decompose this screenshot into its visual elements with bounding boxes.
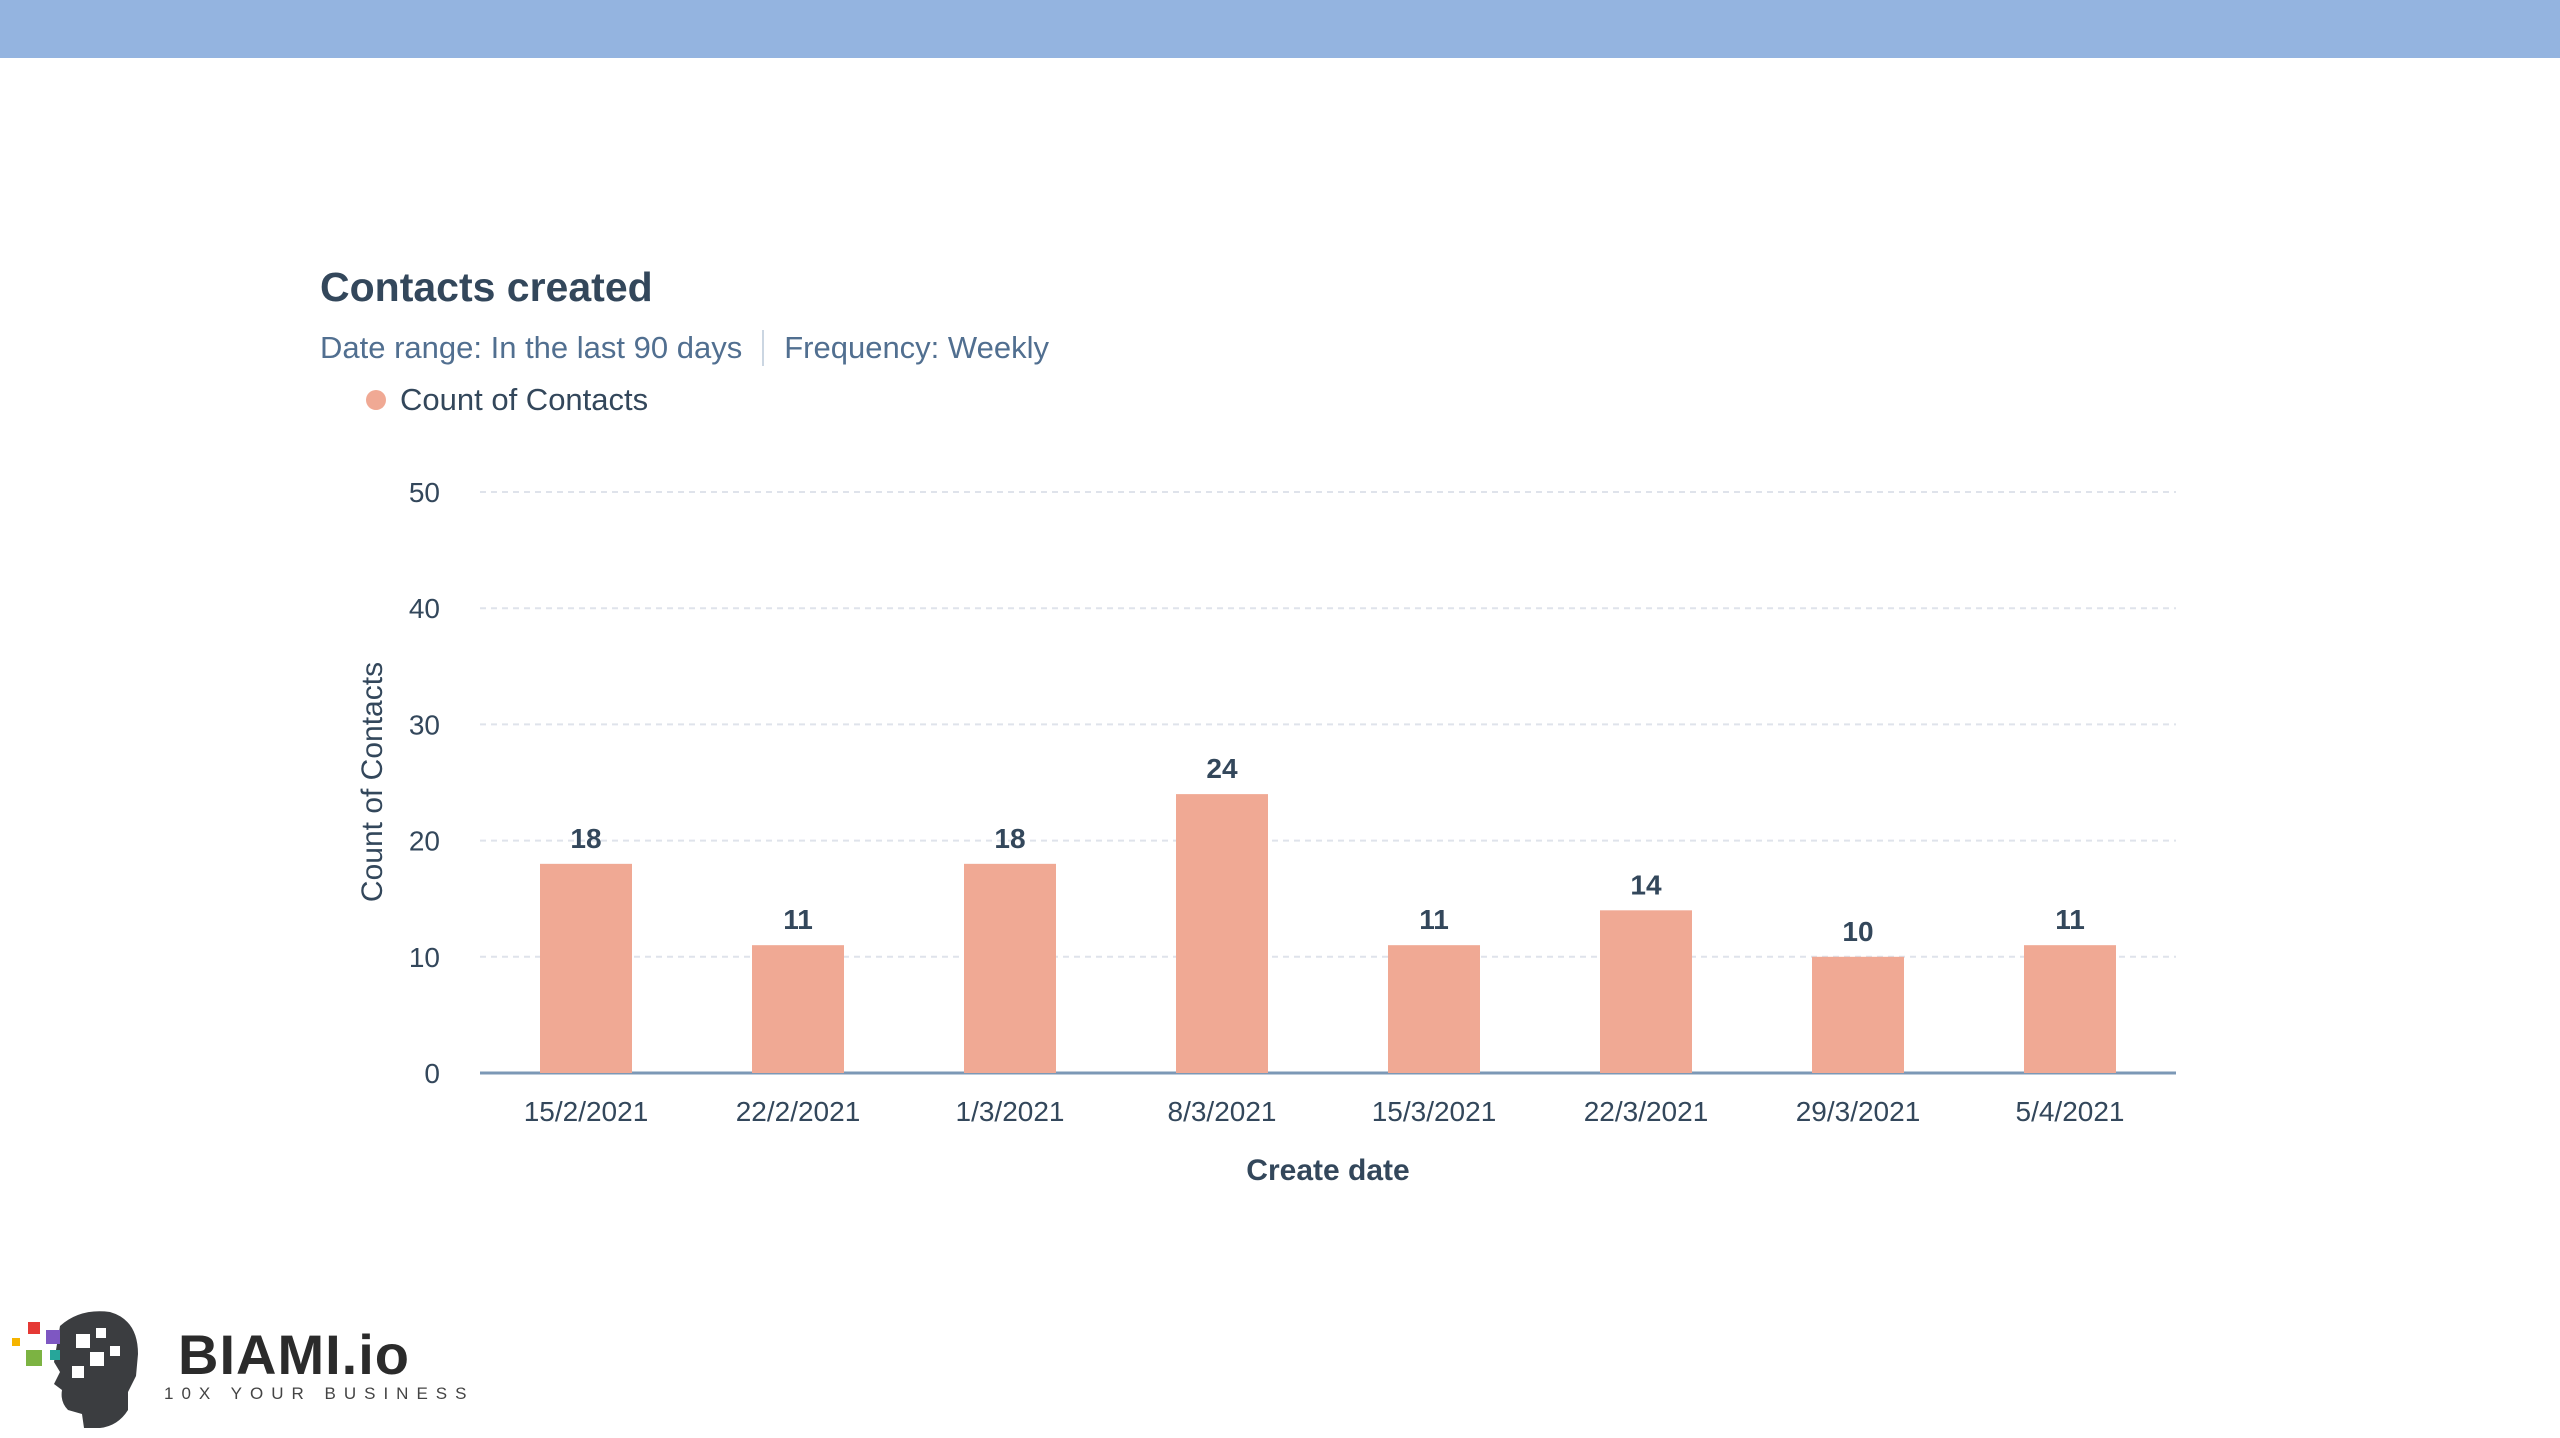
bar — [1812, 956, 1904, 1073]
x-tick-label: 22/2/2021 — [736, 1096, 861, 1127]
brand-logo — [10, 1306, 450, 1434]
y-tick-label: 0 — [424, 1058, 440, 1089]
bar — [964, 863, 1056, 1073]
x-tick-label: 5/4/2021 — [2016, 1096, 2125, 1127]
y-tick-label: 10 — [409, 942, 440, 973]
meta-divider — [762, 330, 765, 366]
bar-chart: 0 10 20 30 40 50 18 15/2/2021 11 22/2/2021 18 1/3/2… — [356, 477, 2176, 1187]
bar — [540, 863, 632, 1073]
data-label: 11 — [1419, 904, 1449, 935]
x-tick-label: 29/3/2021 — [1796, 1096, 1921, 1127]
chart-title: Contacts created — [320, 264, 653, 310]
x-axis-title: Create date — [1246, 1154, 1409, 1187]
data-label: 10 — [1842, 916, 1873, 947]
bar — [2024, 945, 2116, 1073]
y-tick-label: 20 — [409, 826, 440, 857]
x-tick-label: 15/2/2021 — [524, 1096, 649, 1127]
x-tick-label: 22/3/2021 — [1584, 1096, 1709, 1127]
data-label: 11 — [2055, 904, 2085, 935]
data-label: 24 — [1206, 753, 1238, 784]
y-axis-title: Count of Contacts — [356, 662, 389, 902]
legend-label[interactable]: Count of Contacts — [400, 382, 649, 417]
top-band — [0, 0, 2560, 58]
x-tick-label: 8/3/2021 — [1168, 1096, 1277, 1127]
legend-dot-icon — [366, 390, 386, 410]
date-range-filter[interactable]: Date range: In the last 90 days — [320, 330, 743, 365]
frequency-filter[interactable]: Frequency: Weekly — [784, 330, 1049, 365]
bar — [1176, 794, 1268, 1073]
biami-head-icon — [12, 1311, 138, 1428]
chart-meta: Date range: In the last 90 days Frequenc… — [320, 330, 1049, 366]
data-label: 14 — [1630, 869, 1662, 900]
bar — [752, 945, 844, 1073]
x-tick-label: 15/3/2021 — [1372, 1096, 1497, 1127]
y-tick-label: 30 — [409, 709, 440, 740]
data-label: 18 — [570, 823, 601, 854]
data-label: 11 — [783, 904, 813, 935]
data-label: 18 — [994, 823, 1025, 854]
chart-legend: Count of Contacts — [366, 382, 648, 418]
y-tick-label: 40 — [409, 593, 440, 624]
y-tick-label: 50 — [409, 477, 440, 508]
bar — [1600, 910, 1692, 1073]
bar — [1388, 945, 1480, 1073]
x-tick-label: 1/3/2021 — [956, 1096, 1065, 1127]
brand-name: BIAMI.io — [178, 1323, 410, 1386]
brand-tagline: 10X YOUR BUSINESS — [164, 1384, 475, 1403]
